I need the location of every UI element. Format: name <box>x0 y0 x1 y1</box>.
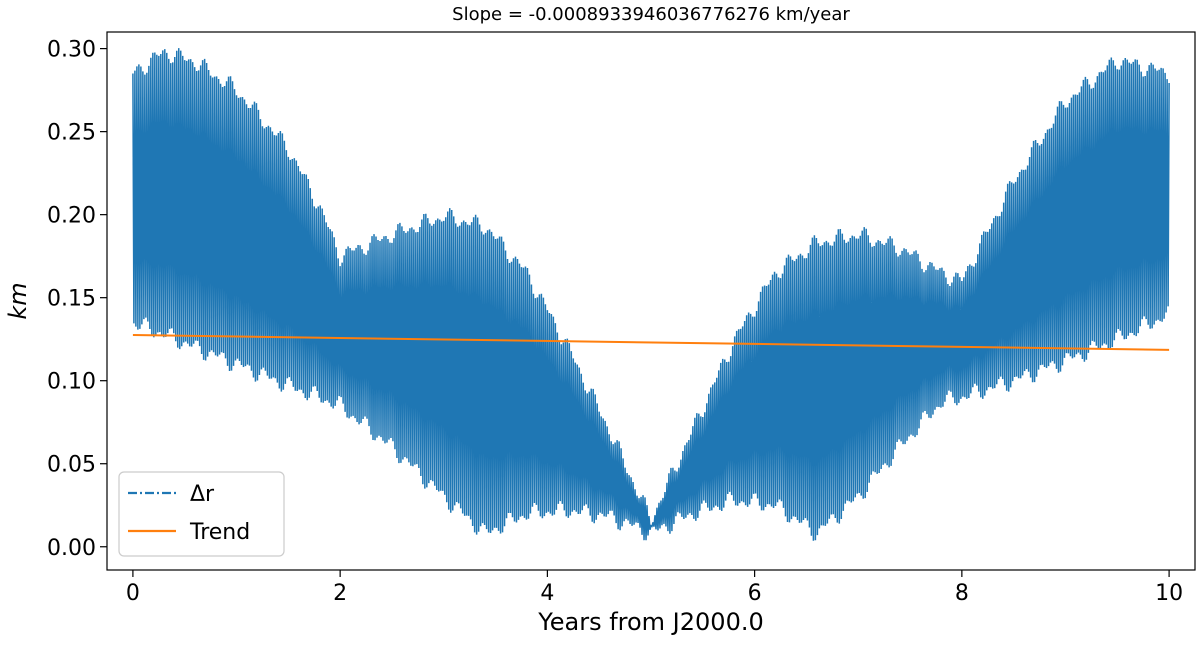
plot-frame <box>106 31 1196 571</box>
x-tick-label: 8 <box>955 581 969 606</box>
y-tick-label: 0.20 <box>47 204 96 229</box>
x-tick-label: 0 <box>126 581 140 606</box>
x-tick-label: 6 <box>748 581 762 606</box>
x-tick-label: 2 <box>333 581 347 606</box>
y-tick-label: 0.30 <box>47 38 96 63</box>
series-trend-line <box>132 334 1170 351</box>
y-tick-label: 0.15 <box>47 287 96 312</box>
y-tick-label: 0.25 <box>47 121 96 146</box>
legend-box <box>118 471 285 557</box>
y-tick-label: 0.05 <box>47 453 96 478</box>
y-axis-label: km <box>4 282 32 319</box>
plot-area <box>132 48 1170 541</box>
axes: 0 2 4 6 8 10 0.00 0.05 0.10 0.15 0.20 0.25 0.30 <box>47 31 1196 606</box>
x-tick-label: 4 <box>540 581 554 606</box>
y-tick-label: 0.10 <box>47 370 96 395</box>
series-delta-r-line <box>132 48 1170 541</box>
legend: Δr Trend <box>118 471 285 557</box>
chart-title: Slope = -0.0008933946036776276 km/year <box>452 4 850 25</box>
y-tick-label: 0.00 <box>47 536 96 561</box>
legend-label-trend: Trend <box>189 520 250 545</box>
x-tick-label: 10 <box>1155 581 1183 606</box>
legend-label-delta-r: Δr <box>190 482 215 507</box>
x-axis-label: Years from J2000.0 <box>537 608 763 636</box>
